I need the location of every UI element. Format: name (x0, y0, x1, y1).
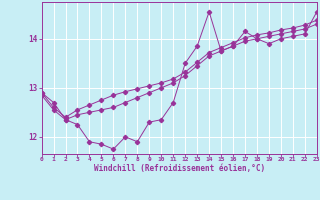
X-axis label: Windchill (Refroidissement éolien,°C): Windchill (Refroidissement éolien,°C) (94, 164, 265, 173)
